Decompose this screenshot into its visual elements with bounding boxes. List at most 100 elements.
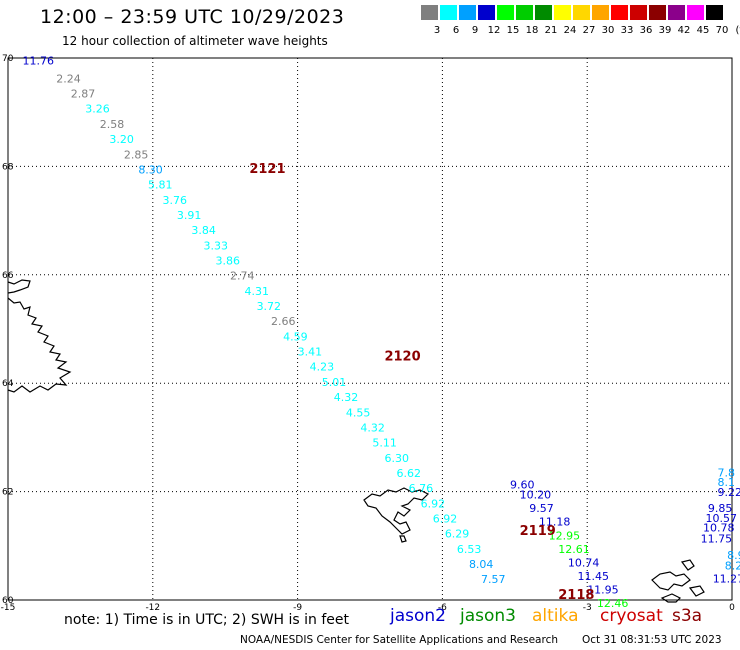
wave-height-reading: 4.23 bbox=[310, 361, 335, 374]
footnote: note: 1) Time is in UTC; 2) SWH is in fe… bbox=[64, 612, 350, 628]
wave-height-reading: 9.57 bbox=[529, 502, 554, 515]
wave-height-reading: 3.41 bbox=[298, 346, 323, 359]
color-swatch bbox=[497, 5, 514, 20]
wave-height-reading: 12.61 bbox=[558, 543, 590, 556]
y-tick-label: 60 bbox=[2, 596, 14, 606]
color-swatch bbox=[573, 5, 590, 20]
wave-height-reading: 8.95 bbox=[727, 549, 740, 562]
wave-height-reading: 2.24 bbox=[56, 72, 80, 85]
wave-height-reading: 10.74 bbox=[568, 556, 600, 569]
color-swatch bbox=[706, 5, 723, 20]
wave-height-reading: 7.57 bbox=[481, 573, 506, 586]
page-title: 12:00 – 23:59 UTC 10/29/2023 bbox=[40, 6, 345, 28]
wave-height-reading: 3.33 bbox=[203, 239, 228, 252]
wave-height-reading: 11.75 bbox=[701, 533, 733, 546]
wave-height-reading: 4.59 bbox=[283, 330, 308, 343]
color-scale-label: 42 bbox=[677, 25, 691, 36]
shetland-islands bbox=[688, 585, 705, 597]
pass-number-label: 2118 bbox=[558, 588, 594, 603]
color-swatch bbox=[687, 5, 704, 20]
color-scale-label: 15 bbox=[506, 25, 520, 36]
wave-height-reading: 3.20 bbox=[109, 133, 134, 146]
y-tick-label: 66 bbox=[2, 271, 14, 281]
y-tick-label: 64 bbox=[2, 379, 14, 389]
color-scale-label: 39 bbox=[658, 25, 672, 36]
wave-height-reading: 5.01 bbox=[322, 376, 347, 389]
wave-height-reading: 6.30 bbox=[384, 452, 409, 465]
wave-height-reading: 5.11 bbox=[372, 437, 397, 450]
pass-number-label: 2119 bbox=[520, 524, 556, 539]
color-swatch bbox=[611, 5, 628, 20]
wave-height-reading: 4.55 bbox=[346, 406, 371, 419]
color-scale-label: 45 bbox=[696, 25, 710, 36]
wave-height-reading: 3.76 bbox=[162, 194, 187, 207]
color-scale-label: 36 bbox=[639, 25, 653, 36]
color-swatch bbox=[459, 5, 476, 20]
wave-height-reading: 4.32 bbox=[360, 421, 385, 434]
wave-height-reading: 10.78 bbox=[703, 522, 735, 535]
wave-height-reading: 11.27 bbox=[713, 573, 740, 586]
wave-height-reading: 2.66 bbox=[271, 315, 296, 328]
color-swatch bbox=[592, 5, 609, 20]
wave-height-reading: 11.18 bbox=[539, 516, 571, 529]
iceland-coast bbox=[7, 297, 72, 393]
wave-height-reading: 3.86 bbox=[216, 255, 241, 268]
credit-text: NOAA/NESDIS Center for Satellite Applica… bbox=[240, 634, 558, 646]
color-swatch bbox=[649, 5, 666, 20]
pass-number-label: 2121 bbox=[249, 162, 285, 177]
wave-height-reading: 6.53 bbox=[457, 543, 482, 556]
wave-height-reading: 6.92 bbox=[421, 497, 446, 510]
pass-number-label: 2120 bbox=[384, 349, 420, 364]
faroe-islands bbox=[363, 487, 430, 535]
wave-height-reading: 2.85 bbox=[124, 148, 149, 161]
legend-item-jason3: jason3 bbox=[460, 606, 516, 626]
wave-height-reading: 11.95 bbox=[587, 583, 619, 596]
shetland-islands bbox=[680, 559, 695, 571]
color-swatch bbox=[421, 5, 438, 20]
legend-item-cryosat: cryosat bbox=[600, 606, 663, 626]
color-swatch bbox=[554, 5, 571, 20]
legend-item-jason2: jason2 bbox=[390, 606, 446, 626]
color-scale-label: 27 bbox=[582, 25, 596, 36]
x-tick-label: -9 bbox=[293, 603, 302, 613]
wave-height-reading: 3.72 bbox=[257, 300, 282, 313]
x-tick-label: -12 bbox=[145, 603, 160, 613]
x-tick-label: 0 bbox=[729, 603, 735, 613]
wave-height-reading: 4.32 bbox=[334, 391, 359, 404]
wave-height-reading: 6.92 bbox=[433, 512, 458, 525]
wave-height-reading: 8.30 bbox=[138, 163, 163, 176]
wave-height-reading: 2.58 bbox=[100, 118, 125, 131]
map-frame bbox=[7, 57, 733, 601]
color-scale-label: 30 bbox=[601, 25, 615, 36]
wave-height-reading: 12.46 bbox=[597, 597, 629, 610]
timestamp-text: Oct 31 08:31:53 UTC 2023 bbox=[582, 634, 722, 646]
color-swatch bbox=[440, 5, 457, 20]
color-scale-label: 70 bbox=[715, 25, 729, 36]
wave-height-reading: 8.04 bbox=[469, 558, 494, 571]
legend-item-altika: altika bbox=[532, 606, 579, 626]
wave-height-reading: 8.24 bbox=[725, 560, 740, 573]
wave-height-reading: 9.60 bbox=[510, 478, 535, 491]
wave-height-reading: 10.20 bbox=[520, 489, 552, 502]
color-scale-label: 18 bbox=[525, 25, 539, 36]
coastline bbox=[7, 279, 705, 603]
wave-height-reading: 2.87 bbox=[71, 88, 96, 101]
wave-height-reading: 8.1 bbox=[718, 476, 736, 489]
wave-height-reading: 9.22 bbox=[718, 486, 740, 499]
wave-height-reading: 9.85 bbox=[708, 502, 733, 515]
wave-height-reading: 11.76 bbox=[22, 55, 54, 68]
wave-height-reading: 3.26 bbox=[85, 103, 110, 116]
shetland-islands bbox=[651, 571, 691, 591]
color-swatch bbox=[516, 5, 533, 20]
color-scale-unit: (ft) bbox=[735, 25, 740, 36]
color-scale-label: 24 bbox=[563, 25, 577, 36]
shetland-islands bbox=[660, 593, 682, 603]
faroe-islands bbox=[399, 535, 407, 543]
color-scale-label: 33 bbox=[620, 25, 634, 36]
y-tick-label: 62 bbox=[2, 488, 13, 498]
color-swatch bbox=[630, 5, 647, 20]
x-tick-label: -6 bbox=[438, 603, 447, 613]
wave-height-reading: 6.76 bbox=[409, 482, 434, 495]
y-tick-label: 68 bbox=[2, 162, 14, 172]
